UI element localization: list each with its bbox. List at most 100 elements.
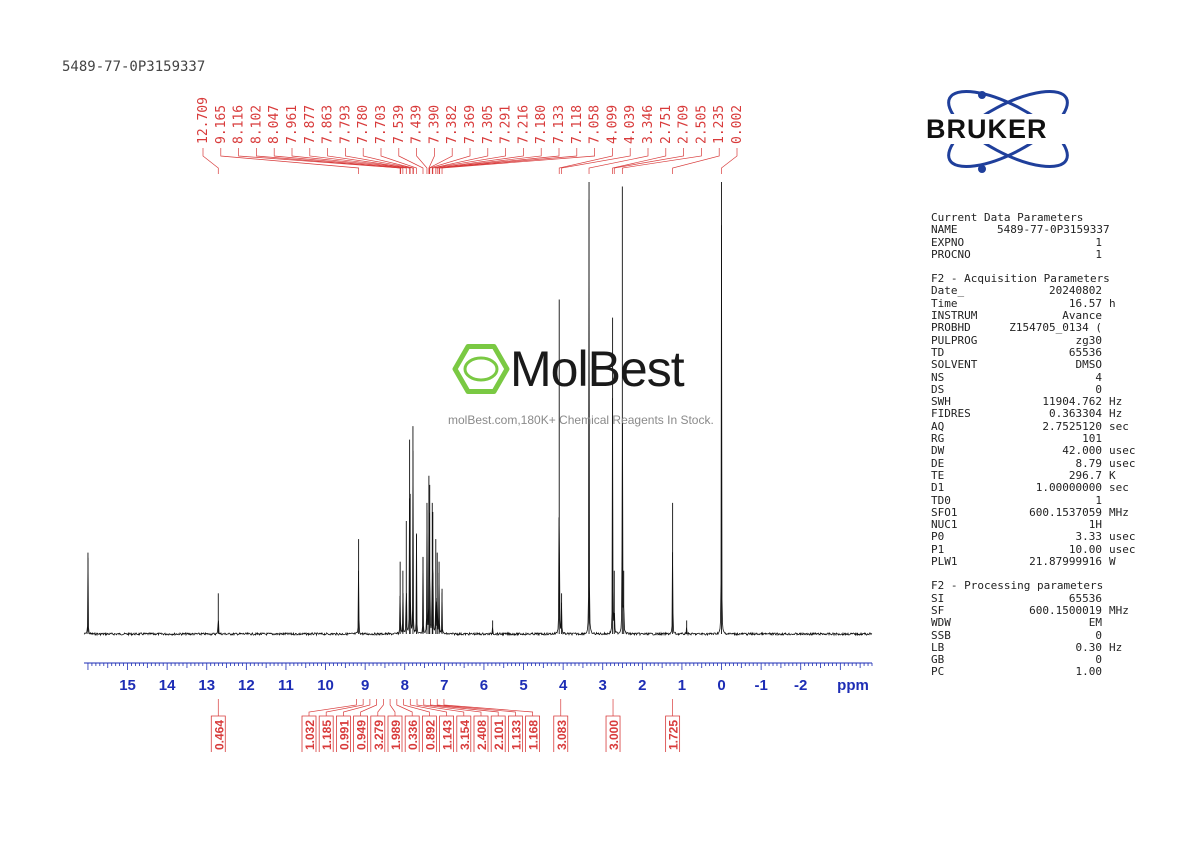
param-row: TE 296.7 K (931, 468, 1181, 482)
param-unit: Hz (1109, 407, 1123, 421)
param-key: P0 (931, 530, 945, 544)
integral-leader (430, 699, 499, 716)
peak-label: 7.118 (570, 105, 585, 144)
param-unit (1102, 310, 1109, 322)
param-value: Avance (1062, 309, 1102, 323)
integral-bracket (665, 715, 681, 752)
peak-label: 7.180 (534, 105, 549, 144)
peak-label: 7.382 (445, 105, 460, 144)
bruker-text-backdrop (922, 114, 1094, 144)
param-unit: h (1109, 296, 1116, 310)
param-value: 101 (1082, 432, 1102, 446)
integral-bracket (490, 715, 506, 752)
peak-label: 8.102 (249, 105, 264, 144)
integral-bracket (605, 715, 621, 752)
integral-bracket (456, 715, 472, 752)
param-unit: sec (1109, 481, 1129, 495)
param-row: DE 8.79 usec (931, 457, 1181, 470)
param-unit (1102, 654, 1109, 666)
param-value: 0.30 (1075, 640, 1103, 654)
param-unit: MHz (1109, 603, 1129, 617)
param-row: NS 4 (931, 370, 1181, 384)
integral-value: 0.892 (423, 720, 437, 750)
x-tick-label: 14 (159, 677, 176, 694)
param-row: PROCNO 1 (931, 248, 1181, 261)
param-key: SI (931, 591, 945, 605)
spectrum-line (83, 199, 873, 637)
param-key: NS (931, 370, 945, 384)
param-row: LB 0.30 Hz (931, 640, 1181, 654)
param-key: FIDRES (931, 407, 971, 421)
param-row: EXPNO 1 (931, 235, 1181, 249)
peak-label-leader (721, 148, 738, 174)
param-unit: Hz (1109, 395, 1123, 409)
param-key: GB (931, 653, 945, 667)
param-value: EM (1088, 616, 1102, 630)
param-value: 296.7 (1068, 468, 1102, 482)
param-key: PULPROG (931, 333, 978, 347)
param-unit (1102, 495, 1109, 507)
integral-value: 1.989 (389, 720, 403, 750)
integral-leader (360, 699, 377, 716)
param-unit (1102, 630, 1109, 642)
integral-bracket (473, 715, 489, 752)
param-key: Date_ (931, 284, 965, 298)
param-row: GB 0 (931, 653, 1181, 667)
peak-label: 2.751 (659, 105, 674, 144)
param-unit (1102, 666, 1109, 678)
param-value: zg30 (1075, 333, 1103, 347)
param-group-heading: Current Data Parameters (931, 211, 1084, 224)
x-tick-label: -2 (794, 677, 807, 694)
param-value: 65536 (1068, 345, 1102, 359)
peak-label: 7.539 (392, 105, 407, 144)
peak-label-leader (558, 148, 613, 174)
peak-label-leader (431, 148, 489, 174)
param-key: DS (931, 382, 945, 396)
param-row: Time 16.57 h (931, 296, 1181, 310)
param-row: PC 1.00 (931, 665, 1181, 679)
param-key: PC (931, 665, 945, 679)
param-value: 16.57 (1068, 296, 1102, 310)
peak-label: 9.165 (214, 105, 229, 144)
param-unit (1102, 224, 1109, 236)
param-value: 0 (1095, 628, 1102, 642)
param-key: SSB (931, 628, 951, 642)
param-key: PLW1 (931, 555, 958, 569)
param-key: Time (931, 296, 958, 310)
integral-leader (436, 699, 516, 716)
integral-bracket (353, 715, 368, 752)
param-row: SOLVENT DMSO (931, 358, 1181, 371)
param-unit: usec (1109, 530, 1136, 544)
peak-label-leader (273, 148, 404, 174)
param-unit (1102, 593, 1109, 605)
peak-label: 7.961 (285, 105, 300, 144)
param-row: D1 1.00000000 sec (931, 481, 1181, 495)
integral-bracket (422, 715, 437, 752)
integral-bracket (553, 715, 569, 752)
integral-value: 0.949 (355, 720, 369, 750)
param-row: NUC1 1H (931, 518, 1181, 532)
param-row: SWH 11904.762 Hz (931, 395, 1181, 409)
param-key: WDW (931, 616, 951, 630)
param-row: SFO1 600.1537059 MHz (931, 505, 1181, 519)
param-key: SFO1 (931, 505, 958, 519)
integral-value: 3.000 (607, 720, 621, 750)
watermark-tagline: molBest.com,180K+ Chemical Reagents In S… (448, 413, 714, 427)
param-unit (1102, 285, 1109, 297)
bruker-electron-2 (978, 165, 986, 173)
peak-label-leader (435, 148, 524, 174)
param-value: 1H (1088, 518, 1102, 532)
param-row: AQ 2.7525120 sec (931, 420, 1181, 433)
param-key: TD0 (931, 493, 951, 507)
peak-label-leader (621, 148, 702, 174)
sample-title: 5489-77-0P3159337 (62, 59, 206, 75)
x-tick-label: 11 (278, 677, 294, 694)
peak-label-leader (438, 148, 560, 174)
param-key: INSTRUM (931, 309, 978, 323)
param-key: EXPNO (931, 235, 965, 249)
x-tick-label: 13 (198, 677, 215, 694)
peak-label: 4.099 (605, 105, 620, 144)
bruker-orbit-1 (947, 89, 1069, 169)
param-row: NAME 5489-77-0P3159337 (931, 223, 1181, 236)
